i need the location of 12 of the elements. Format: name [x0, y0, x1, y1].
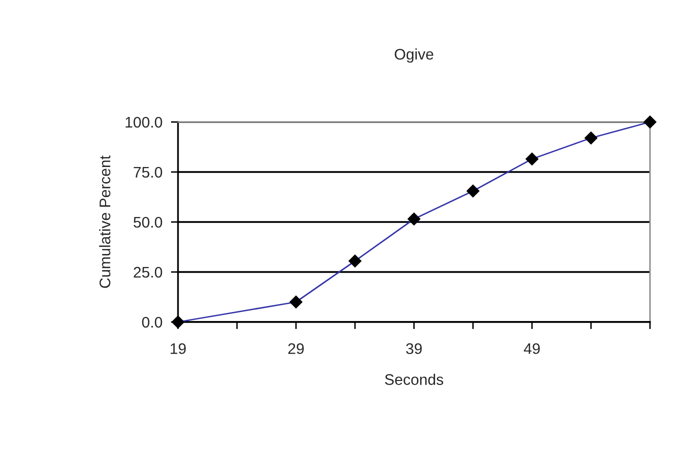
y-tick-label: 25.0: [134, 266, 162, 278]
y-axis-title: Cumulative Percent: [99, 155, 110, 288]
y-tick-label: 50.0: [134, 216, 162, 228]
y-tick-label: 75.0: [134, 166, 162, 178]
x-tick-label: 49: [524, 343, 540, 354]
x-tick-label: 29: [288, 343, 304, 354]
chart-title: Ogive: [394, 48, 434, 63]
y-tick-label: 0.0: [142, 316, 162, 328]
x-axis-title: Seconds: [384, 374, 444, 385]
x-tick-label: 39: [406, 343, 422, 354]
x-tick-label: 19: [170, 343, 186, 354]
y-tick-label: 100.0: [126, 116, 162, 128]
